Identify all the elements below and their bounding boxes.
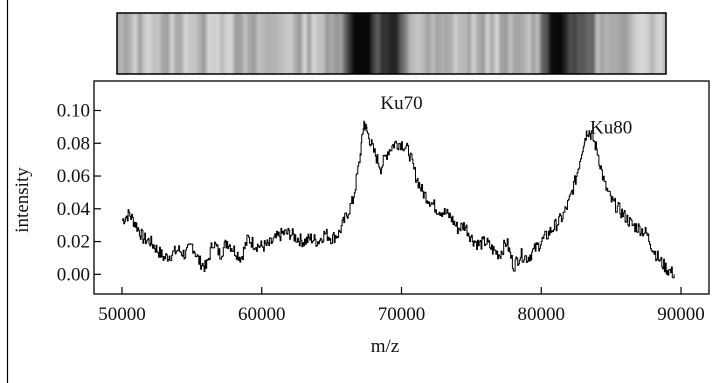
- x-tick-label: 60000: [238, 304, 286, 325]
- x-tick-label: 90000: [657, 304, 705, 325]
- gel-strip-image: [116, 12, 667, 75]
- x-tick-label: 50000: [98, 304, 146, 325]
- y-axis-label: intensity: [12, 167, 33, 233]
- y-tick-label: 0.00: [57, 264, 90, 285]
- y-tick-label: 0.02: [57, 232, 90, 253]
- y-tick-label: 0.10: [57, 100, 90, 121]
- y-tick-label: 0.08: [57, 133, 90, 154]
- peak-label: Ku70: [380, 93, 422, 114]
- gel-strip: [116, 12, 667, 75]
- x-axis: 50000 60000 70000 80000 90000: [98, 287, 705, 325]
- x-axis-label: m/z: [371, 336, 400, 357]
- y-tick-label: 0.04: [57, 199, 91, 220]
- intensity-series-line: [122, 120, 675, 279]
- plot-area: 0.00 0.02 0.04 0.06 0.08 0.10 50000 60000 70000…: [57, 80, 710, 325]
- plot-frame: [93, 80, 710, 295]
- x-tick-label: 70000: [378, 304, 426, 325]
- peak-annotations: Ku70 Ku80: [380, 93, 632, 139]
- x-tick-label: 80000: [518, 304, 566, 325]
- y-axis: 0.00 0.02 0.04 0.06 0.08 0.10: [57, 100, 101, 285]
- y-tick-label: 0.06: [57, 166, 90, 187]
- peak-label: Ku80: [590, 117, 632, 138]
